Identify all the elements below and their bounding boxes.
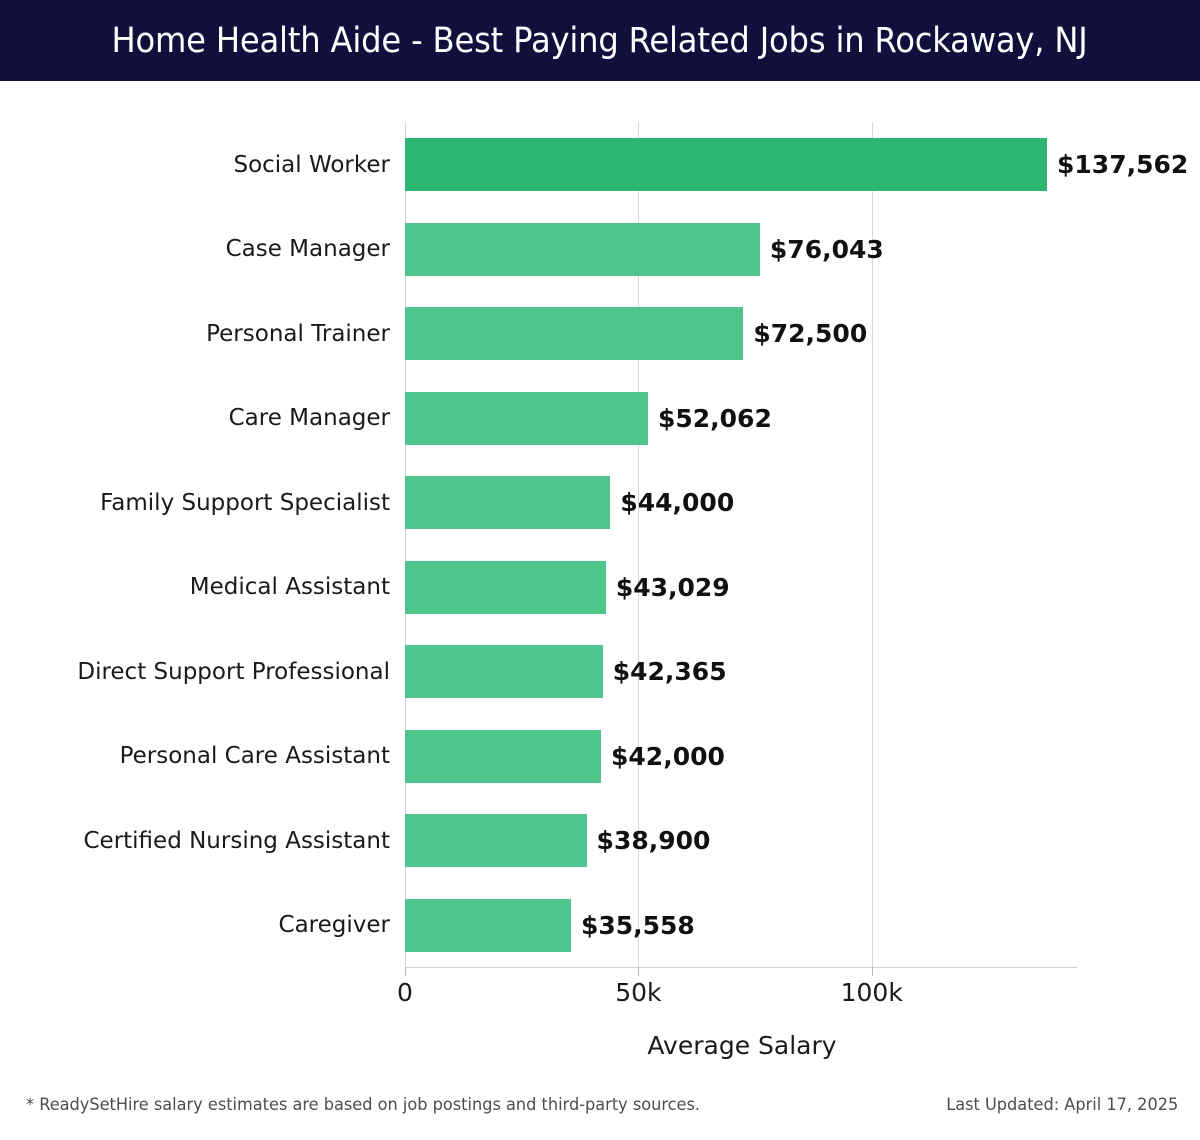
- bar-row: Medical Assistant $43,029: [0, 560, 1200, 614]
- bar: [405, 222, 760, 276]
- x-axis-tick-label: 100k: [840, 978, 903, 1007]
- bar-row: Personal Care Assistant $42,000: [0, 729, 1200, 783]
- bar-value-label: $44,000: [620, 488, 735, 517]
- tick-mark-50k: [638, 967, 640, 976]
- bar: [405, 307, 744, 360]
- bar: [405, 645, 603, 698]
- x-axis-tick-label: 50k: [615, 978, 662, 1007]
- y-axis-category-label: Case Manager: [225, 236, 390, 262]
- bar-row: Case Manager $76,043: [0, 222, 1200, 276]
- bar-row: Direct Support Professional $42,365: [0, 645, 1200, 698]
- x-axis-title: Average Salary: [0, 1031, 1200, 1060]
- bar-value-label: $42,365: [612, 657, 727, 686]
- bar-row: Certified Nursing Assistant $38,900: [0, 814, 1200, 867]
- bar: [405, 898, 571, 952]
- tick-mark-100k: [871, 967, 873, 976]
- bar: [405, 814, 587, 867]
- gridline-100k: [871, 122, 873, 967]
- x-axis-tick-label: 0: [397, 978, 413, 1007]
- bar-value-label: $137,562: [1057, 150, 1189, 179]
- y-axis-category-label: Care Manager: [228, 405, 390, 431]
- gridline-0: [405, 122, 406, 967]
- page-title: Home Health Aide - Best Paying Related J…: [111, 20, 1089, 61]
- bar: [405, 476, 611, 529]
- plot-area: [405, 122, 1077, 967]
- bar-value-label: $35,558: [580, 910, 695, 940]
- bar-value-label: $52,062: [657, 403, 772, 433]
- bar-value-label: $72,500: [753, 319, 868, 348]
- y-axis-category-label: Personal Care Assistant: [119, 743, 390, 769]
- bar-value-label: $43,029: [615, 572, 730, 602]
- bar-value-label: $38,900: [596, 826, 711, 855]
- bar-row: Caregiver $35,558: [0, 898, 1200, 952]
- y-axis-category-label: Personal Trainer: [206, 320, 390, 347]
- bar: [405, 391, 648, 445]
- bar: [405, 729, 602, 783]
- bar: [405, 138, 1048, 191]
- y-axis-category-label: Family Support Specialist: [100, 489, 390, 516]
- bar-value-label: $76,043: [769, 234, 884, 264]
- y-axis-category-label: Direct Support Professional: [77, 658, 390, 685]
- bar-value-label: $42,000: [611, 741, 725, 771]
- y-axis-category-label: Social Worker: [233, 151, 390, 178]
- y-axis-category-label: Certified Nursing Assistant: [83, 827, 390, 854]
- bar-row: Social Worker $137,562: [0, 138, 1200, 191]
- bar-row: Family Support Specialist $44,000: [0, 476, 1200, 529]
- x-axis-title-text: Average Salary: [647, 1031, 837, 1060]
- footer-last-updated: Last Updated: April 17, 2025: [945, 1095, 1178, 1115]
- tick-mark-0: [405, 967, 406, 976]
- x-axis-line: [405, 967, 1077, 968]
- y-axis-category-label: Caregiver: [278, 912, 390, 938]
- chart-header: Home Health Aide - Best Paying Related J…: [0, 0, 1200, 81]
- bar-row: Personal Trainer $72,500: [0, 307, 1200, 360]
- bar-row: Care Manager $52,062: [0, 391, 1200, 445]
- footer-disclaimer: * ReadySetHire salary estimates are base…: [26, 1095, 701, 1115]
- bar: [405, 560, 606, 614]
- gridline-50k: [638, 122, 640, 967]
- y-axis-category-label: Medical Assistant: [189, 574, 390, 600]
